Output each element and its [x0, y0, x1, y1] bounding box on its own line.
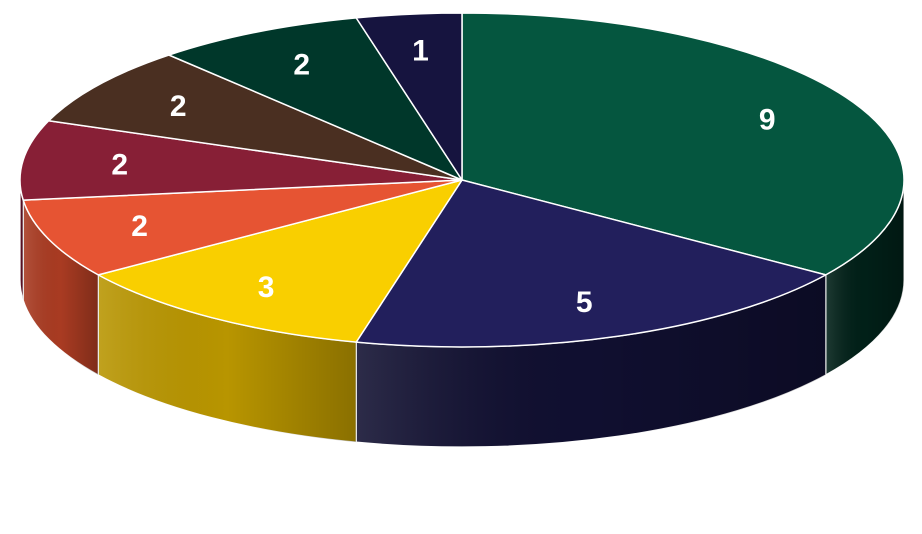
pie-data-label: 2 [111, 148, 128, 181]
pie-data-label: 3 [258, 271, 275, 304]
pie-slice-side-shade [19, 180, 24, 301]
pie-slice [19, 120, 463, 201]
pie-slice-side-shade [98, 274, 357, 443]
pie-data-label: 9 [759, 103, 776, 136]
pie-slice [355, 179, 827, 348]
pie-slice [355, 12, 463, 181]
pie-data-label: 1 [412, 35, 429, 68]
pie-data-label: 2 [170, 90, 187, 123]
pie-slice [22, 179, 463, 276]
pie-slice [168, 17, 463, 181]
pie-side-layer [19, 179, 905, 448]
pie-slice [461, 12, 905, 276]
pie-top-layer [19, 12, 905, 348]
pie-slice-side-shade [825, 180, 904, 375]
pie-data-label: 2 [131, 210, 148, 243]
pie-slice-side-shade [23, 200, 99, 375]
pie-slice [97, 179, 463, 343]
pie-slice-side-shade [356, 274, 826, 448]
pie-data-label: 5 [576, 286, 593, 319]
pie-slice [47, 54, 463, 181]
pie-data-label: 2 [293, 49, 310, 82]
